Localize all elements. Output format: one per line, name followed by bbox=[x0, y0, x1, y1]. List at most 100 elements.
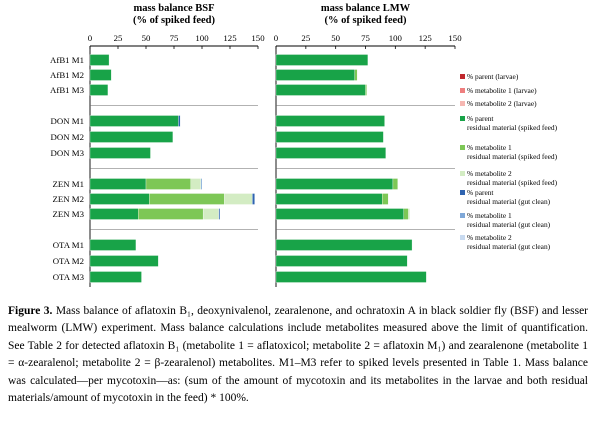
legend-swatch-m1_res bbox=[460, 145, 465, 150]
lmw-xtick-label: 150 bbox=[448, 33, 462, 43]
row-label-afb1-m2: AfB1 M2 bbox=[50, 70, 84, 80]
row-label-zen-m3: ZEN M3 bbox=[52, 209, 84, 219]
row-label-zen-m1: ZEN M1 bbox=[52, 179, 84, 189]
bsf-bar-zen-m1-m1_res bbox=[145, 178, 191, 190]
row-label-zen-m2: ZEN M2 bbox=[52, 194, 84, 204]
bsf-bar-don-m1-p_res bbox=[89, 115, 179, 127]
legend-sublabel-p_gut: residual material (gut clean) bbox=[467, 197, 551, 206]
caption-line-6: calculated—per mycotoxin—as: (sum of the… bbox=[30, 374, 523, 387]
bsf-bar-ota-m2-p_res bbox=[89, 255, 159, 267]
bsf-bar-zen-m3-m1_res bbox=[138, 208, 204, 220]
legend-swatch-p_larvae bbox=[460, 74, 465, 79]
lmw-xtick-label: 50 bbox=[331, 33, 340, 43]
row-label-ota-m1: OTA M1 bbox=[53, 240, 84, 250]
bsf-bar-zen-m3-p_gut bbox=[218, 208, 221, 220]
bsf-xtick-label: 75 bbox=[170, 33, 179, 43]
legend-swatch-p_gut bbox=[460, 190, 465, 195]
legend-swatch-m2_larvae bbox=[460, 101, 465, 106]
legend-sublabel-m1_res: residual material (spiked feed) bbox=[467, 152, 558, 161]
legend-label-p_res: % parent bbox=[467, 114, 494, 123]
caption-line-5: 2 = β-zearalenol) metabolites. M1–M3 ref… bbox=[8, 357, 589, 387]
bsf-bar-zen-m2-m1_res bbox=[149, 193, 225, 205]
row-label-don-m3: DON M3 bbox=[51, 148, 85, 158]
lmw-bar-ota-m1-p_res bbox=[275, 239, 413, 251]
legend-label-p_gut: % parent bbox=[467, 188, 494, 197]
bsf-bar-zen-m1-m1_gut bbox=[200, 178, 203, 190]
lmw-bar-afb1-m3-m1_res bbox=[365, 84, 367, 96]
legend-swatch-m1_larvae bbox=[460, 88, 465, 93]
lmw-bar-ota-m3-p_res bbox=[275, 271, 427, 283]
caption-label: Figure 3. bbox=[8, 305, 53, 317]
bsf-bar-zen-m2-m2_res bbox=[224, 193, 253, 205]
legend-sublabel-m2_gut: residual material (gut clean) bbox=[467, 242, 551, 251]
lmw-bar-zen-m3-m2_res bbox=[408, 208, 410, 220]
legend-label-m1_gut: % metabolite 1 bbox=[467, 211, 512, 220]
lmw-bar-afb1-m2-p_res bbox=[275, 69, 355, 81]
bsf-bar-afb1-m2-p_res bbox=[89, 69, 112, 81]
caption-line-7: both residual materials/amount of mycoto… bbox=[8, 374, 588, 405]
bsf-xtick-label: 0 bbox=[88, 33, 93, 43]
lmw-bar-zen-m2-m1_res bbox=[382, 193, 389, 205]
bsf-bar-zen-m3-p_res bbox=[89, 208, 139, 220]
figure-caption: Figure 3. Mass balance of aflatoxin B₁, … bbox=[8, 303, 588, 407]
bsf-bar-zen-m3-m2_res bbox=[202, 208, 219, 220]
caption-line-3: metabolites measured above the limit of … bbox=[8, 322, 588, 352]
lmw-title-line-2: (% of spiked feed) bbox=[325, 15, 407, 26]
bsf-bar-afb1-m1-p_res bbox=[89, 54, 110, 66]
row-label-don-m1: DON M1 bbox=[51, 116, 84, 126]
lmw-bar-zen-m1-m1_res bbox=[392, 178, 398, 190]
lmw-title-line-1: mass balance LMW bbox=[321, 3, 411, 14]
row-label-ota-m2: OTA M2 bbox=[53, 256, 84, 266]
legend-sublabel-m1_gut: residual material (gut clean) bbox=[467, 220, 551, 229]
lmw-bar-ota-m2-p_res bbox=[275, 255, 408, 267]
legend-swatch-m2_res bbox=[460, 171, 465, 176]
bsf-bar-zen-m2-p_gut bbox=[252, 193, 255, 205]
bsf-xtick-label: 125 bbox=[223, 33, 237, 43]
bsf-xtick-label: 100 bbox=[195, 33, 209, 43]
lmw-xtick-label: 100 bbox=[389, 33, 403, 43]
bsf-bar-ota-m1-p_res bbox=[89, 239, 137, 251]
lmw-bar-don-m3-p_res bbox=[275, 147, 386, 159]
legend-label-m1_larvae: % metabolite 1 (larvae) bbox=[467, 86, 537, 95]
bsf-xtick-label: 50 bbox=[142, 33, 151, 43]
lmw-xtick-label: 0 bbox=[274, 33, 279, 43]
bsf-bar-zen-m2-p_res bbox=[89, 193, 150, 205]
lmw-bar-zen-m3-p_res bbox=[275, 208, 404, 220]
bsf-bar-don-m3-p_res bbox=[89, 147, 151, 159]
lmw-bar-zen-m3-m1_res bbox=[403, 208, 409, 220]
legend-sublabel-p_res: residual material (spiked feed) bbox=[467, 123, 558, 132]
mass-balance-figure: mass balance BSF(% of spiked feed)0 25 50 7… bbox=[50, 3, 558, 287]
legend-label-m2_larvae: % metabolite 2 (larvae) bbox=[467, 99, 537, 108]
lmw-bar-don-m2-p_res bbox=[275, 131, 384, 143]
bsf-title-line-2: (% of spiked feed) bbox=[133, 15, 215, 26]
lmw-bar-zen-m1-p_res bbox=[275, 178, 394, 190]
row-label-afb1-m1: AfB1 M1 bbox=[50, 55, 84, 65]
bsf-bar-ota-m3-p_res bbox=[89, 271, 142, 283]
lmw-xtick-label: 75 bbox=[361, 33, 370, 43]
lmw-bar-afb1-m2-m1_res bbox=[354, 69, 358, 81]
caption-line-4: 1 = aflatoxicol; metabolite 2 = aflatoxi… bbox=[8, 339, 589, 370]
bsf-bar-afb1-m3-p_res bbox=[89, 84, 109, 96]
bsf-xtick-label: 25 bbox=[114, 33, 123, 43]
row-label-ota-m3: OTA M3 bbox=[53, 272, 85, 282]
legend-swatch-p_res bbox=[460, 116, 465, 121]
bsf-bar-zen-m1-m2_res bbox=[190, 178, 202, 190]
lmw-xtick-label: 125 bbox=[419, 33, 433, 43]
lmw-bar-zen-m2-p_res bbox=[275, 193, 383, 205]
legend-label-p_larvae: % parent (larvae) bbox=[467, 72, 519, 81]
lmw-bar-don-m1-p_res bbox=[275, 115, 385, 127]
caption-line-1: Mass balance of aflatoxin B₁, deoxynival… bbox=[55, 305, 456, 317]
lmw-bar-afb1-m3-p_res bbox=[275, 84, 366, 96]
bsf-title-line-1: mass balance BSF bbox=[133, 3, 214, 14]
lmw-xtick-label: 25 bbox=[301, 33, 310, 43]
legend-label-m2_res: % metabolite 2 bbox=[467, 169, 512, 178]
legend-swatch-m2_gut bbox=[460, 235, 465, 240]
bsf-xtick-label: 150 bbox=[251, 33, 265, 43]
legend-label-m1_res: % metabolite 1 bbox=[467, 143, 512, 152]
bsf-bar-don-m2-p_res bbox=[89, 131, 174, 143]
bsf-bar-zen-m1-p_res bbox=[89, 178, 147, 190]
caption-line-2: soldier fly (BSF) and lesser mealworm (L… bbox=[8, 305, 589, 335]
row-label-don-m2: DON M2 bbox=[51, 132, 84, 142]
legend-sublabel-m2_res: residual material (spiked feed) bbox=[467, 178, 558, 187]
lmw-bar-afb1-m1-p_res bbox=[275, 54, 369, 66]
